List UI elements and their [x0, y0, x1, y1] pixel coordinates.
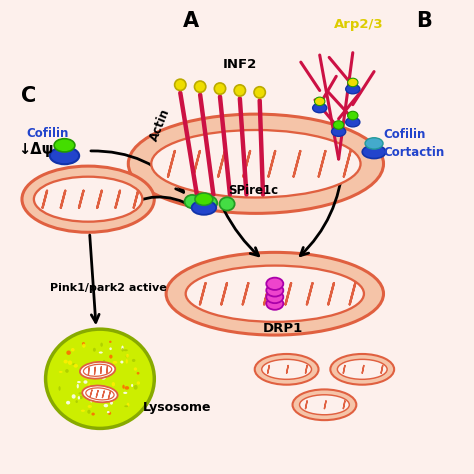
Ellipse shape [90, 400, 92, 402]
Ellipse shape [362, 146, 386, 158]
Ellipse shape [99, 351, 103, 354]
Ellipse shape [262, 359, 311, 379]
Ellipse shape [85, 370, 88, 374]
Text: DRP1: DRP1 [263, 321, 303, 335]
Ellipse shape [346, 118, 360, 127]
Ellipse shape [151, 130, 361, 198]
Ellipse shape [112, 382, 115, 386]
Ellipse shape [66, 401, 70, 404]
Text: Pink1/park2 active: Pink1/park2 active [50, 283, 167, 293]
Text: Cofilin: Cofilin [27, 127, 69, 140]
Ellipse shape [77, 384, 79, 389]
Ellipse shape [77, 381, 81, 383]
Ellipse shape [100, 343, 103, 347]
Ellipse shape [315, 97, 325, 106]
Ellipse shape [101, 377, 106, 380]
Text: INF2: INF2 [223, 58, 257, 71]
Text: ↓Δψ: ↓Δψ [18, 142, 54, 157]
Ellipse shape [50, 147, 79, 164]
Text: B: B [417, 11, 432, 31]
Ellipse shape [82, 385, 118, 402]
Ellipse shape [89, 383, 91, 388]
Ellipse shape [123, 392, 128, 394]
Ellipse shape [126, 359, 128, 364]
Ellipse shape [214, 83, 226, 94]
Ellipse shape [110, 369, 114, 373]
Ellipse shape [108, 367, 110, 370]
Ellipse shape [123, 349, 128, 351]
Text: Cortactin: Cortactin [383, 146, 445, 159]
Ellipse shape [58, 386, 61, 391]
Ellipse shape [102, 360, 106, 364]
Ellipse shape [72, 394, 76, 399]
Ellipse shape [71, 348, 74, 352]
Ellipse shape [83, 380, 88, 384]
Ellipse shape [347, 78, 358, 87]
Ellipse shape [87, 410, 91, 414]
Ellipse shape [234, 85, 246, 96]
Ellipse shape [120, 361, 123, 364]
Text: Cofilin: Cofilin [383, 128, 426, 141]
Ellipse shape [122, 385, 125, 389]
Ellipse shape [126, 354, 129, 358]
Ellipse shape [134, 385, 137, 390]
Ellipse shape [219, 197, 235, 210]
Ellipse shape [137, 372, 139, 374]
Ellipse shape [124, 405, 128, 407]
Ellipse shape [109, 341, 111, 343]
Ellipse shape [85, 391, 87, 394]
Ellipse shape [73, 364, 78, 368]
Ellipse shape [79, 392, 82, 395]
Ellipse shape [34, 177, 142, 222]
Ellipse shape [93, 348, 96, 352]
Ellipse shape [365, 138, 383, 149]
Ellipse shape [126, 355, 129, 358]
Ellipse shape [78, 396, 80, 400]
Ellipse shape [191, 201, 216, 215]
Ellipse shape [174, 79, 186, 91]
Ellipse shape [80, 362, 115, 379]
Ellipse shape [91, 412, 95, 416]
Ellipse shape [54, 139, 75, 152]
Ellipse shape [137, 381, 140, 385]
Ellipse shape [330, 354, 394, 385]
Text: A: A [182, 11, 199, 31]
Ellipse shape [59, 371, 63, 373]
Ellipse shape [88, 374, 90, 377]
Ellipse shape [333, 121, 344, 129]
Ellipse shape [22, 166, 155, 232]
Ellipse shape [266, 284, 283, 297]
Ellipse shape [110, 401, 113, 405]
Ellipse shape [255, 354, 319, 385]
Ellipse shape [266, 291, 283, 303]
Ellipse shape [186, 265, 364, 322]
Ellipse shape [300, 395, 349, 415]
Ellipse shape [134, 367, 137, 371]
Ellipse shape [128, 114, 383, 213]
Ellipse shape [111, 369, 115, 372]
Text: Lysosome: Lysosome [143, 401, 211, 414]
Text: SPire1c: SPire1c [228, 183, 279, 197]
Ellipse shape [337, 359, 387, 379]
Ellipse shape [107, 411, 109, 413]
Text: Actin: Actin [148, 107, 173, 143]
Ellipse shape [83, 364, 112, 376]
Ellipse shape [347, 111, 358, 120]
Ellipse shape [292, 390, 356, 420]
Ellipse shape [121, 348, 124, 352]
Ellipse shape [82, 342, 85, 346]
Ellipse shape [104, 404, 108, 407]
Ellipse shape [254, 87, 265, 98]
Ellipse shape [75, 400, 78, 403]
Ellipse shape [109, 355, 112, 359]
Ellipse shape [46, 329, 155, 428]
Ellipse shape [81, 410, 85, 412]
Ellipse shape [96, 373, 99, 377]
Text: Arp2/3: Arp2/3 [334, 18, 383, 31]
Ellipse shape [131, 384, 133, 387]
Ellipse shape [313, 103, 327, 113]
Ellipse shape [68, 360, 72, 365]
Ellipse shape [80, 396, 83, 399]
Ellipse shape [125, 386, 129, 390]
